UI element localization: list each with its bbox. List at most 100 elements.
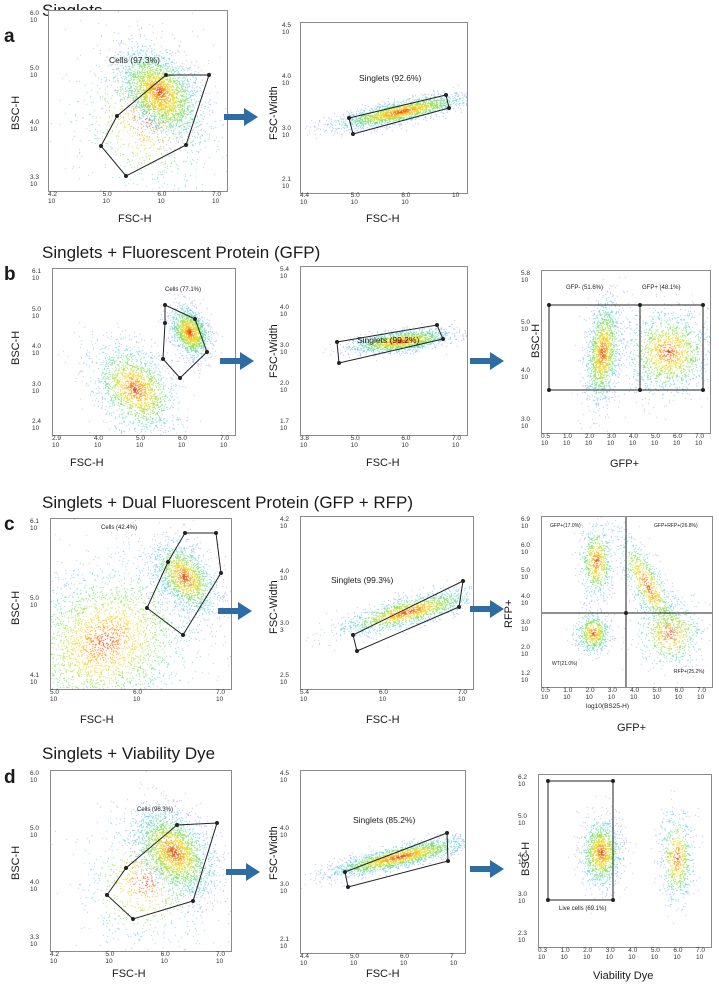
b2-ylabel: FSC-Width [268,324,280,378]
row-a-letter: a [4,26,15,47]
c2-gates [351,579,465,653]
c1-gate-cells[interactable] [146,532,222,636]
row-b-letter: b [4,264,16,285]
a1-gate-cells[interactable] [100,74,210,177]
b2-scatter [301,267,467,435]
c3-xtick: 3.0 10 [607,687,617,701]
a2-ylabel: FSC-Width [268,86,280,140]
c3-inner-xlabel: log10(BS25-H) [586,703,629,710]
c3-xtick: 2.0 10 [585,687,595,701]
a2-xlabel: FSC-H [366,213,400,225]
d3-plot: Live cells (69.1%) [538,774,712,948]
right-arrow-icon [218,602,252,620]
c2-gate-singlets[interactable] [352,580,464,652]
c3-xlabel: GFP+ [617,722,647,734]
b2-plot: Singlets (99.2%) [300,266,468,436]
c2-xlabel: FSC-H [366,714,400,726]
d1-ytick: 5.0 10 [30,824,40,839]
row-d-letter: d [4,767,16,788]
a1-ytick: 3.3 10 [30,174,40,188]
row-b-title: Singlets + Fluorescent Protein (GFP) [42,243,321,262]
c1-plot: Cells (42.4%) [50,518,232,690]
d2-scatter [301,771,465,953]
d3-xtick: 1.0 10 [560,947,570,961]
b3-xtick: 7.0 10 [695,433,705,447]
d3-ytick: 3.0 10 [518,891,528,905]
d2-gate-label: Singlets (85.2%) [353,815,416,825]
d3-ytick: 5.0 10 [518,813,528,827]
d2-ytick: 2.1 10 [280,936,290,950]
a2-ytick: 4.5 10 [282,22,292,36]
c3-gate-label-wt: WT(21.0%) [552,661,578,667]
a1-xtick: 5.0 10 [102,191,112,205]
d2-gate-singlets[interactable] [344,832,449,888]
d2-ytick: 3.0 10 [280,880,290,895]
c1-xlabel: FSC-H [80,714,114,726]
c2-xtick: 5.4 10 [300,689,310,703]
d2-xtick: 7 10 [450,953,458,967]
b1-ytick: 4.0 10 [32,343,42,357]
b3-xtick: 3.0 10 [607,433,617,447]
c1-ytick: 6.1 10 [30,518,40,532]
a2-gate-singlets[interactable] [348,94,450,135]
d1-gates [105,821,219,921]
a1-ylabel: BSC-H [10,95,22,130]
c3-ytick: 2.0 10 [521,644,531,659]
b3-ytick: 3.0 10 [521,416,531,430]
d1-xlabel: FSC-H [112,968,146,980]
c3-gate-label-rfp: RFP+(25.2%) [674,669,705,675]
c3-ytick: 4.0 10 [521,593,531,607]
b3-xlabel: GFP+ [610,458,640,470]
d1-ytick: 3.3 10 [30,934,40,948]
b1-ytick: 6.1 10 [32,268,42,282]
b3-xtick: 0.5 10 [541,433,551,447]
a1-gate-label: Cells (97.3%) [109,55,161,65]
b2-ytick: 1.7 10 [280,418,290,432]
c3-ytick: 6.0 10 [521,541,531,556]
b1-scatter [53,269,235,435]
b3-gate-label-pos: GFP+ (48.1%) [642,285,681,291]
b2-gate-label: Singlets (99.2%) [357,335,420,345]
b2-ytick: 4.0 10 [280,304,290,318]
a2-gate-label: Singlets (92.6%) [359,73,422,83]
b3-ytick: 5.8 10 [521,270,531,284]
c1-gates [145,531,223,637]
right-arrow-icon [470,860,504,878]
c2-xtick: 7.0 10 [458,689,468,703]
c2-ylabel: FSC-Width [268,580,280,634]
a1-ytick: 4.0 10 [30,119,40,134]
b3-ytick: 4.0 10 [521,367,531,382]
b3-gate-gfp-neg[interactable] [548,304,641,391]
d3-gate-live[interactable] [547,780,614,901]
c3-ylabel: RFP+ [503,599,515,628]
c3-xtick: 7.0 10 [697,687,707,701]
a2-gates [347,93,451,136]
d3-gate-label: Live cells (69.1%) [559,906,607,912]
a2-ytick: 4.0 10 [282,73,292,88]
d1-ytick: 4.0 10 [30,879,40,894]
b1-xtick: 4.0 10 [94,435,104,449]
b3-xtick: 6.0 10 [673,433,683,447]
a1-xtick: 4.2 10 [48,191,58,205]
c1-ylabel: BSC-H [10,590,22,625]
right-arrow-icon [470,600,504,618]
c2-plot: Singlets (99.3%) [300,516,474,690]
right-arrow-icon [226,863,260,881]
b1-gate-cells[interactable] [162,304,208,379]
c3-plot: GFP+(17.0%) GFP+RFP+(26.8%) WT(21.0%) RF… [541,516,713,688]
d2-ylabel: FSC-Width [268,826,280,880]
b3-ytick: 5.0 10 [521,318,531,333]
b1-xtick: 5.0 10 [136,435,146,449]
a1-ytick: 6.0 10 [30,10,40,24]
d1-ylabel: BSC-H [10,845,22,880]
d2-xtick: 4.4 10 [300,953,310,967]
b2-gates [335,323,445,365]
c3-ytick: 5.0 10 [521,567,531,582]
b3-xtick: 2.0 10 [585,433,595,447]
d1-gate-cells[interactable] [106,822,218,920]
a2-xtick: 5.0 10 [350,192,360,206]
c1-xtick: 7.0 10 [216,689,226,703]
b3-gate-gfp-pos[interactable] [639,304,704,391]
c3-ytick: 1.2 10 [521,670,531,684]
b1-ytick: 2.4 10 [32,418,42,432]
